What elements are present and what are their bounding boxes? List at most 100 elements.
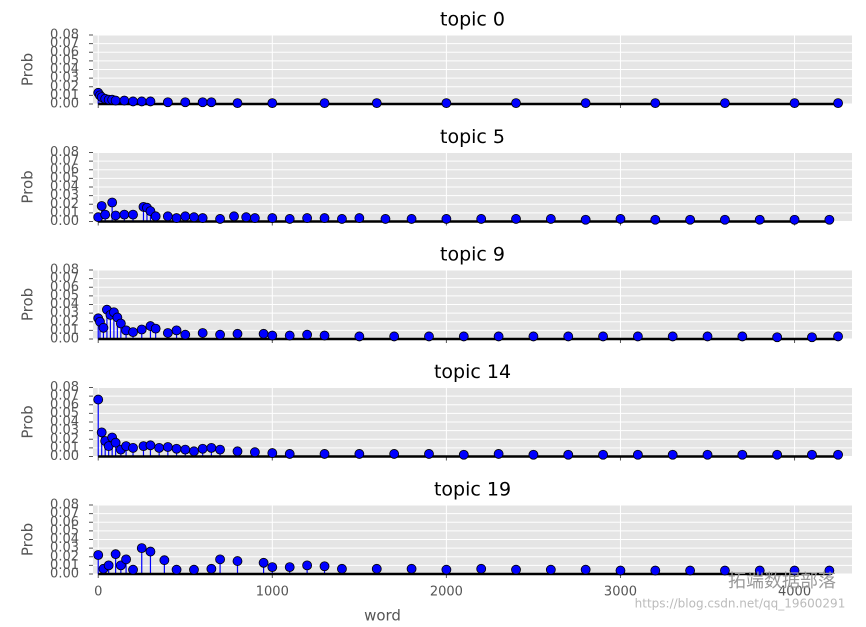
stem-marker: [789, 565, 800, 576]
stem-marker: [115, 318, 126, 329]
stem-marker: [319, 449, 330, 459]
stem-marker: [93, 394, 104, 405]
y-tick-label: 0.06: [50, 162, 79, 177]
stem-marker: [441, 98, 452, 109]
stem-marker: [406, 214, 417, 224]
stem-marker: [833, 449, 843, 460]
stem-marker: [441, 564, 452, 575]
y-tick-label: 0.03: [50, 71, 79, 86]
y-tick-label: 0.04: [50, 180, 79, 195]
stem-marker: [128, 442, 138, 453]
y-tick-label: 0.02: [50, 197, 79, 212]
stem-marker: [162, 442, 173, 452]
stem-marker: [119, 209, 130, 220]
stem-marker: [98, 322, 109, 333]
y-tick-label: 0.04: [50, 62, 79, 77]
stem-marker: [319, 213, 330, 223]
stem-marker: [476, 214, 487, 224]
stem-marker: [319, 561, 330, 572]
stem-marker: [128, 96, 138, 107]
y-tick-label: 0.03: [50, 188, 79, 203]
stem-marker: [702, 331, 713, 342]
stem-marker: [284, 562, 295, 572]
stem-marker: [162, 211, 173, 222]
y-tick-label: 0.06: [50, 45, 79, 60]
stem-marker: [302, 560, 313, 571]
y-tick-label: 0.05: [50, 288, 79, 303]
stem-marker: [267, 562, 278, 572]
stem-marker: [150, 323, 161, 334]
stem-marker: [96, 201, 107, 211]
stem-marker: [754, 565, 765, 576]
stem-marker: [180, 444, 191, 455]
stem-marker: [267, 213, 278, 223]
y-tick-label: 0.07: [50, 389, 79, 404]
stem-marker: [337, 214, 347, 224]
stem-marker: [215, 444, 225, 455]
stem-marker: [833, 98, 843, 109]
stem-marker: [545, 214, 556, 224]
stem-marker: [229, 211, 239, 222]
y-tick-label: 0.01: [50, 88, 79, 103]
y-tick-label: 0.05: [50, 523, 79, 538]
stem-marker: [249, 447, 260, 458]
y-tick-label: 0.08: [50, 145, 79, 160]
y-tick-label: 0.08: [50, 28, 79, 43]
y-tick-label: 0.05: [50, 171, 79, 186]
y-tick-label: 0.04: [50, 532, 79, 547]
stem-marker: [96, 427, 107, 438]
y-tick-label: 0.02: [50, 79, 79, 94]
stem-marker: [789, 214, 800, 225]
stem-marker: [598, 331, 608, 342]
stem-marker: [424, 449, 434, 459]
stem-marker: [371, 563, 382, 574]
stem-marker: [136, 543, 147, 554]
stem-marker: [354, 213, 365, 223]
stem-marker: [145, 440, 156, 451]
stem-marker: [667, 331, 678, 342]
stem-marker: [685, 214, 696, 225]
stem-marker: [824, 214, 835, 225]
stem-marker: [284, 330, 295, 341]
y-tick-label: 0.08: [50, 498, 79, 513]
y-tick-label: 0.07: [50, 506, 79, 521]
stem-marker: [754, 214, 765, 225]
stem-marker: [650, 214, 661, 225]
x-tick-label: 2000: [430, 585, 463, 600]
stem-marker: [406, 563, 417, 574]
stem-marker: [110, 549, 121, 560]
y-tick-label: 0.01: [50, 205, 79, 220]
stem-marker: [284, 214, 295, 224]
stem-marker: [458, 449, 469, 460]
stem-marker: [337, 563, 347, 574]
stem-marker: [511, 98, 521, 109]
y-tick-label: 0.00: [50, 449, 79, 464]
y-tick-label: 0.04: [50, 415, 79, 430]
stem-marker: [162, 328, 173, 338]
stem-marker: [197, 328, 208, 338]
stem-marker: [171, 564, 182, 575]
stem-marker: [110, 437, 121, 448]
y-axis-label: Prob: [19, 523, 37, 556]
stem-marker: [302, 213, 313, 223]
stem-marker: [702, 449, 713, 460]
stem-marker: [128, 327, 138, 338]
watermark-url: https://blog.csdn.net/qq_19600291: [635, 597, 846, 611]
chart-title: topic 0: [440, 9, 505, 31]
stem-marker: [232, 556, 243, 566]
y-tick-label: 0.01: [50, 323, 79, 338]
y-tick-label: 0.00: [50, 97, 79, 112]
y-tick-label: 0.03: [50, 541, 79, 556]
stem-marker: [180, 97, 191, 108]
y-tick-label: 0.05: [50, 53, 79, 68]
stem-marker: [128, 564, 138, 575]
y-tick-label: 0.03: [50, 306, 79, 321]
stem-marker: [136, 324, 147, 335]
y-tick-label: 0.00: [50, 214, 79, 229]
y-tick-label: 0.02: [50, 549, 79, 564]
stem-marker: [720, 98, 730, 109]
stem-marker: [215, 554, 225, 565]
y-tick-label: 0.01: [50, 440, 79, 455]
stem-marker: [772, 449, 783, 460]
stem-marker: [371, 98, 382, 109]
